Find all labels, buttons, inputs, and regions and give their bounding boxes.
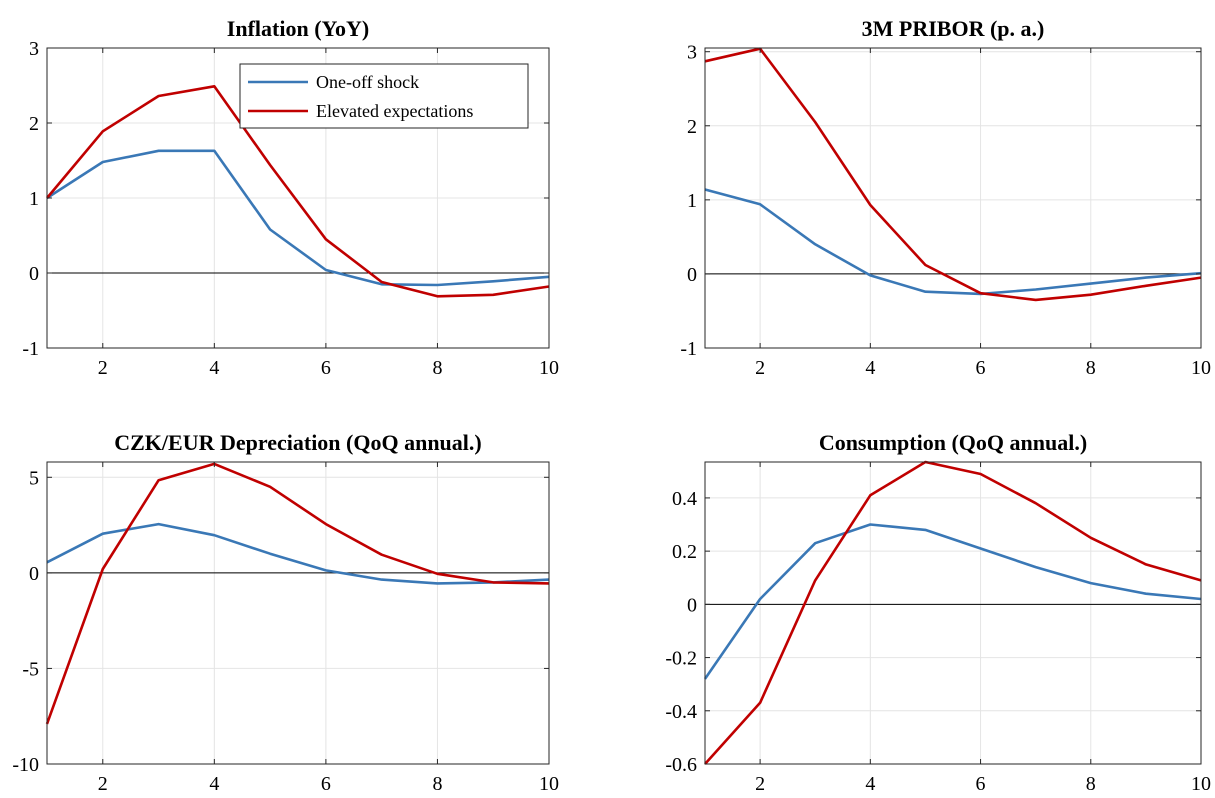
legend-label-elevated-expectations: Elevated expectations xyxy=(316,101,473,121)
y-tick-label: 2 xyxy=(687,116,697,138)
legend-label-one-off-shock: One-off shock xyxy=(316,72,419,92)
x-tick-label: 6 xyxy=(976,357,986,379)
y-tick-label: -1 xyxy=(680,338,697,360)
x-tick-label: 6 xyxy=(976,773,986,795)
y-tick-label: -0.2 xyxy=(665,648,697,670)
series-line-one-off-shock xyxy=(46,522,550,585)
axes-box xyxy=(46,461,550,765)
legend: One-off shock Elevated expectations xyxy=(239,63,529,129)
chart-title: Inflation (YoY) xyxy=(227,16,369,41)
x-tick-label: 10 xyxy=(1191,357,1211,379)
x-tick-label: 2 xyxy=(98,357,108,379)
y-tick-label: 1 xyxy=(687,190,697,212)
y-tick-label: 1 xyxy=(29,188,39,210)
y-tick-label: 0.4 xyxy=(672,488,697,510)
y-tick-label: 3 xyxy=(29,38,39,60)
y-tick-label: 5 xyxy=(29,467,39,489)
y-tick-label: 2 xyxy=(29,113,39,135)
x-tick-label: 4 xyxy=(209,773,219,795)
x-tick-label: 2 xyxy=(98,773,108,795)
x-tick-label: 4 xyxy=(209,357,219,379)
x-tick-label: 4 xyxy=(865,357,875,379)
chart-title: CZK/EUR Depreciation (QoQ annual.) xyxy=(114,430,482,455)
y-tick-label: 0 xyxy=(687,594,697,616)
y-tick-label: -0.6 xyxy=(665,754,697,776)
series-line-one-off-shock xyxy=(46,149,550,287)
panel-2: 2 4 6 8 10 -1 0 1 2 3 3M PRIBOR (p. a.) xyxy=(680,16,1211,379)
y-tick-label: 0 xyxy=(687,264,697,286)
y-tick-label: -1 xyxy=(22,338,39,360)
chart-title: Consumption (QoQ annual.) xyxy=(819,430,1087,455)
y-tick-label: 0 xyxy=(29,263,39,285)
y-tick-label: 0.2 xyxy=(672,541,697,563)
x-tick-label: 10 xyxy=(539,773,559,795)
x-tick-label: 4 xyxy=(865,773,875,795)
x-tick-label: 10 xyxy=(539,357,559,379)
x-tick-label: 10 xyxy=(1191,773,1211,795)
x-tick-label: 8 xyxy=(432,357,442,379)
axes-box xyxy=(704,47,1202,349)
x-tick-label: 2 xyxy=(755,773,765,795)
y-tick-label: 0 xyxy=(29,563,39,585)
axes-box xyxy=(704,461,1202,765)
series-line-elevated-expectations xyxy=(704,47,1202,302)
legend-box xyxy=(239,63,529,129)
series-line-one-off-shock xyxy=(703,523,1202,680)
panel-1: 2 4 6 8 10 -1 0 1 2 3 Inflation (YoY) xyxy=(22,16,559,379)
x-tick-label: 8 xyxy=(432,773,442,795)
x-tick-label: 8 xyxy=(1086,773,1096,795)
y-tick-label: -0.4 xyxy=(665,701,697,723)
chart-title: 3M PRIBOR (p. a.) xyxy=(862,16,1045,41)
x-tick-label: 2 xyxy=(755,357,765,379)
x-tick-label: 6 xyxy=(321,773,331,795)
series-line-elevated-expectations xyxy=(704,460,1202,765)
y-tick-label: -10 xyxy=(12,754,39,776)
series-line-elevated-expectations xyxy=(45,462,550,725)
panel-4: 2 4 6 8 10 -0.6 -0.4 -0.2 0 0.2 0.4 Consumption (Qo… xyxy=(665,430,1211,795)
panel-3: 2 4 6 8 10 -10 -5 0 5 CZK/EUR Depreciation (QoQ a… xyxy=(12,430,559,795)
series-line-elevated-expectations xyxy=(46,85,550,298)
y-tick-label: -5 xyxy=(22,658,39,680)
series-line-one-off-shock xyxy=(704,188,1202,296)
y-tick-label: 3 xyxy=(687,42,697,64)
x-tick-label: 6 xyxy=(321,357,331,379)
x-tick-label: 8 xyxy=(1086,357,1096,379)
